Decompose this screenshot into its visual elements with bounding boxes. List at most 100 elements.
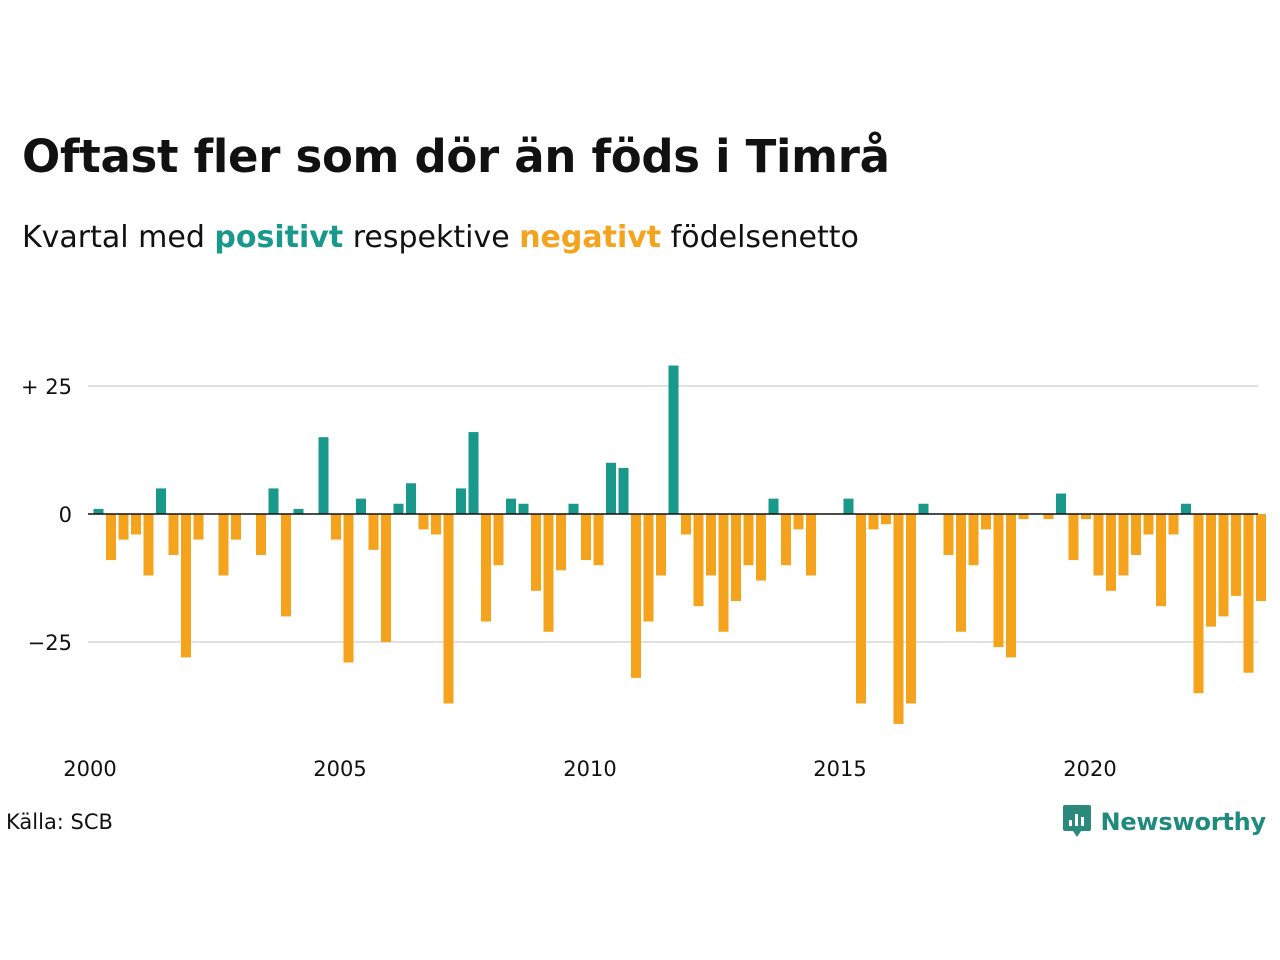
bar-23 bbox=[381, 514, 391, 642]
bars bbox=[93, 365, 1266, 724]
bar-10 bbox=[218, 514, 229, 576]
y-axis-labels: + 25 0 −25 bbox=[21, 375, 72, 655]
subtitle-negative-word: negativt bbox=[519, 220, 662, 255]
bar-48 bbox=[693, 514, 704, 607]
subtitle-text-2: respektive bbox=[343, 220, 520, 255]
bar-64 bbox=[893, 514, 904, 724]
bar-20 bbox=[343, 514, 354, 663]
bar-30 bbox=[468, 432, 479, 514]
bar-43 bbox=[631, 514, 641, 678]
bar-39 bbox=[581, 514, 591, 561]
bar-49 bbox=[706, 514, 716, 576]
bar-33 bbox=[506, 498, 516, 514]
bar-56 bbox=[793, 514, 804, 530]
bar-0 bbox=[93, 508, 104, 514]
x-tick-label-0: 2000 bbox=[63, 757, 116, 781]
bar-25 bbox=[406, 483, 416, 514]
y-tick-label-0: + 25 bbox=[21, 375, 72, 399]
bar-80 bbox=[1093, 514, 1104, 576]
bar-2 bbox=[118, 514, 129, 540]
bar-44 bbox=[643, 514, 654, 622]
bar-63 bbox=[881, 514, 891, 525]
bar-22 bbox=[368, 514, 379, 550]
bar-57 bbox=[806, 514, 816, 576]
bar-53 bbox=[756, 514, 766, 581]
bar-84 bbox=[1143, 514, 1154, 535]
bar-77 bbox=[1056, 493, 1066, 514]
bar-69 bbox=[956, 514, 966, 632]
newsworthy-logo[interactable]: Newsworthy bbox=[1062, 803, 1266, 841]
bar-41 bbox=[606, 462, 616, 514]
bar-24 bbox=[393, 503, 404, 514]
bar-51 bbox=[731, 514, 741, 602]
subtitle-text-3: födelsenetto bbox=[661, 220, 859, 255]
bar-87 bbox=[1181, 503, 1191, 514]
bar-52 bbox=[743, 514, 754, 566]
bar-14 bbox=[268, 488, 279, 514]
subtitle-positive-word: positivt bbox=[214, 220, 344, 255]
y-tick-label-2: −25 bbox=[28, 631, 72, 655]
bar-7 bbox=[181, 514, 191, 658]
x-tick-label-2: 2010 bbox=[563, 757, 616, 781]
bar-72 bbox=[993, 514, 1004, 648]
bar-90 bbox=[1218, 514, 1229, 617]
bar-13 bbox=[256, 514, 266, 555]
bar-54 bbox=[768, 498, 779, 514]
bar-70 bbox=[968, 514, 979, 566]
bar-36 bbox=[543, 514, 554, 632]
bar-86 bbox=[1168, 514, 1179, 535]
bar-19 bbox=[331, 514, 341, 540]
source-note: Källa: SCB bbox=[6, 810, 113, 834]
bar-93 bbox=[1256, 514, 1266, 602]
bar-28 bbox=[443, 514, 454, 704]
subtitle-text-1: Kvartal med bbox=[22, 220, 215, 255]
bar-5 bbox=[156, 488, 166, 514]
bar-79 bbox=[1081, 514, 1091, 520]
bar-21 bbox=[356, 498, 366, 514]
bar-45 bbox=[656, 514, 666, 576]
bar-83 bbox=[1131, 514, 1141, 555]
bar-46 bbox=[668, 365, 679, 514]
bar-88 bbox=[1193, 514, 1204, 694]
bar-32 bbox=[493, 514, 504, 566]
bar-47 bbox=[681, 514, 691, 535]
bar-78 bbox=[1068, 514, 1079, 561]
bar-8 bbox=[193, 514, 204, 540]
bar-1 bbox=[106, 514, 116, 561]
bar-50 bbox=[718, 514, 729, 632]
bar-37 bbox=[556, 514, 566, 571]
bar-34 bbox=[518, 503, 529, 514]
bar-27 bbox=[431, 514, 441, 535]
bar-81 bbox=[1106, 514, 1116, 591]
bar-4 bbox=[143, 514, 154, 576]
bar-31 bbox=[481, 514, 491, 622]
x-tick-label-3: 2015 bbox=[813, 757, 866, 781]
bar-35 bbox=[531, 514, 541, 591]
bar-11 bbox=[231, 514, 241, 540]
bar-85 bbox=[1156, 514, 1166, 607]
brand-name: Newsworthy bbox=[1100, 808, 1266, 836]
bar-91 bbox=[1231, 514, 1241, 596]
bar-62 bbox=[868, 514, 879, 530]
bar-42 bbox=[618, 467, 629, 514]
bar-92 bbox=[1243, 514, 1254, 673]
bar-89 bbox=[1206, 514, 1216, 627]
chart-subtitle: Kvartal med positivt respektive negativt… bbox=[22, 220, 859, 255]
bar-73 bbox=[1006, 514, 1016, 658]
bar-65 bbox=[906, 514, 916, 704]
bar-6 bbox=[168, 514, 179, 555]
chart-title: Oftast fler som dör än föds i Timrå bbox=[22, 130, 890, 183]
bar-38 bbox=[568, 503, 579, 514]
bar-74 bbox=[1018, 514, 1029, 520]
bar-40 bbox=[593, 514, 604, 566]
x-axis-labels: 2000 2005 2010 2015 2020 bbox=[63, 757, 1116, 781]
bar-15 bbox=[281, 514, 291, 617]
bar-60 bbox=[843, 498, 854, 514]
bar-16 bbox=[293, 508, 304, 514]
bar-3 bbox=[131, 514, 141, 535]
x-tick-label-1: 2005 bbox=[313, 757, 366, 781]
bar-55 bbox=[781, 514, 791, 566]
bar-71 bbox=[981, 514, 991, 530]
bar-18 bbox=[318, 437, 329, 514]
newsworthy-logo-icon bbox=[1063, 805, 1092, 837]
